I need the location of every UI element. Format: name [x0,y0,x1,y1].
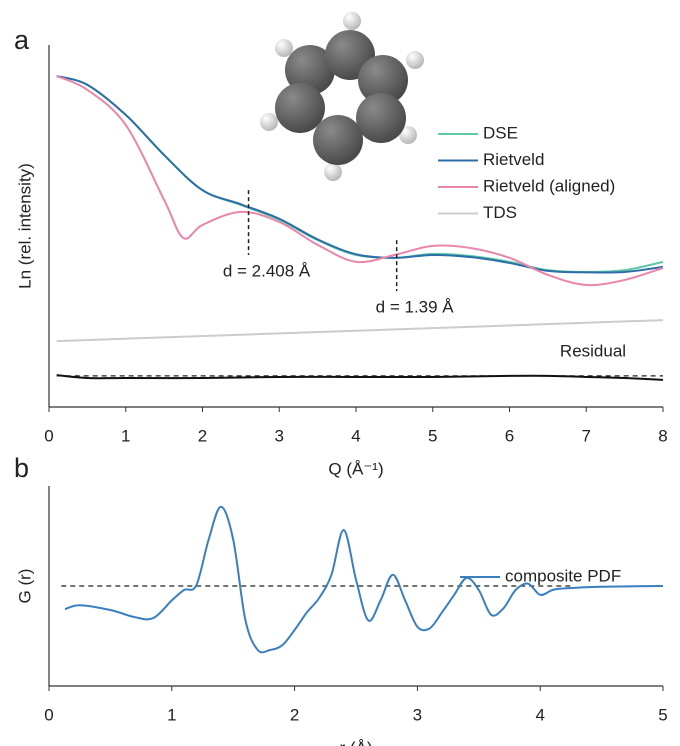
x-tick-label: 1 [167,705,176,724]
x-tick-label: 5 [658,705,667,724]
data-line [56,75,664,287]
benzene-molecule [260,12,424,181]
series-label: Residual [560,341,626,360]
x-tick-label: 4 [535,705,544,724]
legend-label: Rietveld [483,150,544,169]
x-tick-label: 6 [505,426,514,445]
data-line [64,505,664,654]
x-tick-label: 2 [290,705,299,724]
annotation-text: d = 2.408 Å [223,261,311,280]
x-tick-label: 4 [351,426,360,445]
data-line [56,374,664,381]
x-tick-label: 5 [428,426,437,445]
x-axis-label: r (Å) [339,738,372,746]
y-axis-label: Ln (rel. intensity) [15,163,34,289]
x-tick-label: 0 [44,705,53,724]
legend-label: composite PDF [505,566,621,585]
legend-label: DSE [483,123,518,142]
annotation-text: d = 1.39 Å [376,298,455,317]
x-tick-label: 8 [658,426,667,445]
x-tick-label: 1 [121,426,130,445]
y-axis-label: G (r) [15,569,34,604]
x-tick-label: 3 [413,705,422,724]
data-line [56,75,664,274]
legend-label: Rietveld (aligned) [483,176,615,195]
x-tick-label: 2 [198,426,207,445]
legend-label: TDS [483,203,517,222]
x-tick-label: 0 [44,426,53,445]
x-axis-label: Q (Å⁻¹) [328,459,383,478]
panel-label: b [14,453,29,483]
data-line [56,319,664,343]
x-tick-label: 3 [275,426,284,445]
x-tick-label: 7 [582,426,591,445]
panel-label: a [14,25,30,55]
